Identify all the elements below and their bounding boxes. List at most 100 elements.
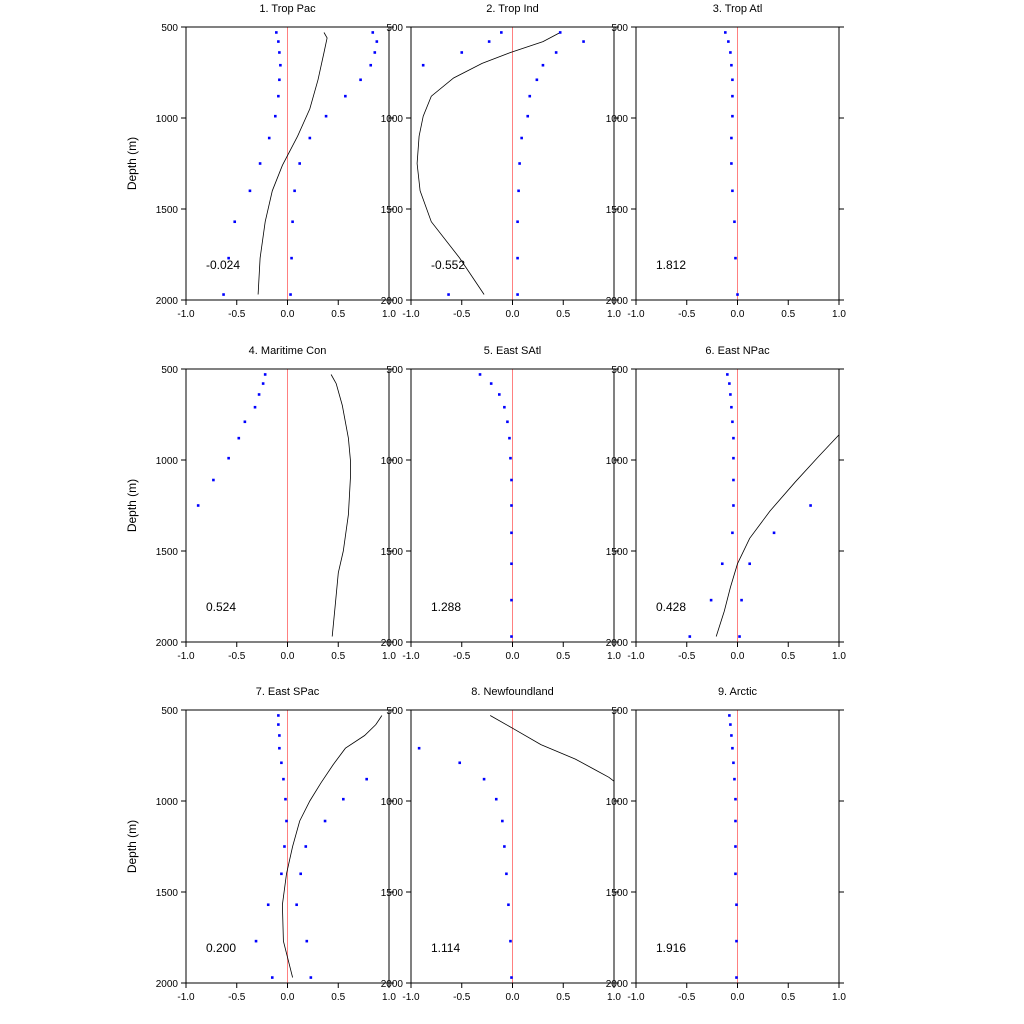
data-point [304, 845, 308, 848]
data-point [458, 761, 462, 765]
panel-score: 0.524 [206, 600, 236, 614]
data-point [284, 797, 287, 801]
data-point [733, 777, 736, 781]
data-point [809, 504, 812, 507]
panel-8: -1.0 -0.5 0.0 0.5 1.0 500 1000 1500 2000 8. Newfo… [381, 686, 622, 1003]
panel-7: -1.0 -0.5 0.0 0.5 1.0 500 1000 1500 2000 7. East … [125, 686, 396, 1003]
profile-line [416, 32, 561, 295]
data-point [518, 162, 521, 165]
data-point [278, 51, 281, 54]
data-point [709, 598, 713, 602]
data-point [516, 220, 519, 224]
data-point [735, 939, 738, 943]
data-point [248, 189, 252, 193]
data-point [447, 293, 450, 296]
panel-score: 0.200 [206, 941, 236, 955]
data-point [720, 562, 724, 566]
x-tick-label: -0.5 [678, 992, 696, 1003]
data-point [227, 256, 230, 260]
data-point [731, 114, 734, 118]
y-tick-label: 1500 [156, 547, 179, 558]
y-tick-label: 2000 [381, 296, 404, 307]
data-point [526, 114, 530, 118]
data-point [510, 976, 513, 979]
x-tick-label: 1.0 [382, 309, 396, 320]
data-point [277, 723, 280, 726]
panel-score: 1.812 [656, 258, 686, 272]
y-tick-label: 1000 [156, 456, 179, 467]
data-point [371, 31, 375, 34]
data-point [365, 777, 368, 781]
x-tick-label: -1.0 [177, 992, 195, 1003]
data-point [417, 746, 421, 750]
x-tick-label: -0.5 [228, 309, 246, 320]
x-tick-label: -0.5 [453, 651, 471, 662]
data-point [280, 761, 283, 765]
data-point [729, 723, 732, 726]
data-point [489, 382, 493, 385]
data-point [731, 94, 734, 98]
data-point [728, 382, 731, 385]
y-tick-label: 500 [161, 706, 178, 717]
y-tick-label: 1000 [381, 797, 404, 808]
x-tick-label: 0.5 [781, 309, 795, 320]
y-tick-label: 500 [161, 23, 178, 34]
panel-score: 1.114 [431, 941, 460, 955]
panel-score: 0.428 [656, 600, 686, 614]
data-point [740, 598, 743, 602]
x-tick-label: -0.5 [453, 992, 471, 1003]
data-point [734, 872, 737, 876]
data-point [510, 504, 513, 507]
data-point [727, 40, 730, 43]
x-tick-label: -1.0 [402, 651, 420, 662]
x-tick-label: 0.0 [506, 651, 520, 662]
data-point [730, 162, 733, 165]
y-axis-label: Depth (m) [125, 137, 139, 190]
data-point [498, 393, 501, 396]
data-point [510, 562, 513, 566]
x-tick-label: 1.0 [832, 992, 846, 1003]
data-point [308, 136, 312, 140]
x-tick-label: 1.0 [832, 651, 846, 662]
panel-title: 4. Maritime Con [249, 345, 327, 357]
y-tick-label: 1500 [381, 205, 404, 216]
y-tick-label: 500 [386, 23, 403, 34]
data-point [253, 405, 257, 409]
panel-score: 1.916 [656, 941, 686, 955]
y-tick-label: 2000 [606, 638, 629, 649]
data-point [735, 903, 738, 907]
data-point [500, 31, 503, 34]
data-point [541, 63, 545, 67]
x-tick-label: 0.5 [331, 309, 345, 320]
panel-title: 7. East SPac [256, 686, 320, 698]
data-point [726, 373, 729, 376]
data-point [487, 40, 491, 43]
data-point [460, 51, 464, 54]
data-point [282, 777, 285, 781]
y-tick-label: 1500 [156, 888, 179, 899]
data-point [505, 872, 508, 876]
data-point [730, 405, 733, 409]
data-point [517, 189, 520, 193]
y-axis-label: Depth (m) [125, 479, 139, 532]
data-point [373, 51, 377, 54]
x-tick-label: 0.0 [506, 992, 520, 1003]
data-point [263, 373, 267, 376]
y-tick-label: 2000 [606, 296, 629, 307]
profile-line [257, 32, 328, 295]
data-point [421, 63, 425, 67]
data-point [482, 777, 486, 781]
y-tick-label: 1500 [156, 205, 179, 216]
data-point [535, 78, 539, 82]
x-tick-label: 0.0 [731, 992, 745, 1003]
data-point [290, 256, 293, 260]
data-point [730, 136, 733, 140]
x-tick-label: -1.0 [177, 651, 195, 662]
y-tick-label: 2000 [156, 979, 179, 990]
panel-6: -1.0 -0.5 0.0 0.5 1.0 500 1000 1500 2000 6. East … [606, 345, 847, 662]
data-point [510, 635, 513, 638]
x-tick-label: 0.0 [731, 309, 745, 320]
data-point [222, 293, 225, 296]
data-point [270, 976, 274, 979]
